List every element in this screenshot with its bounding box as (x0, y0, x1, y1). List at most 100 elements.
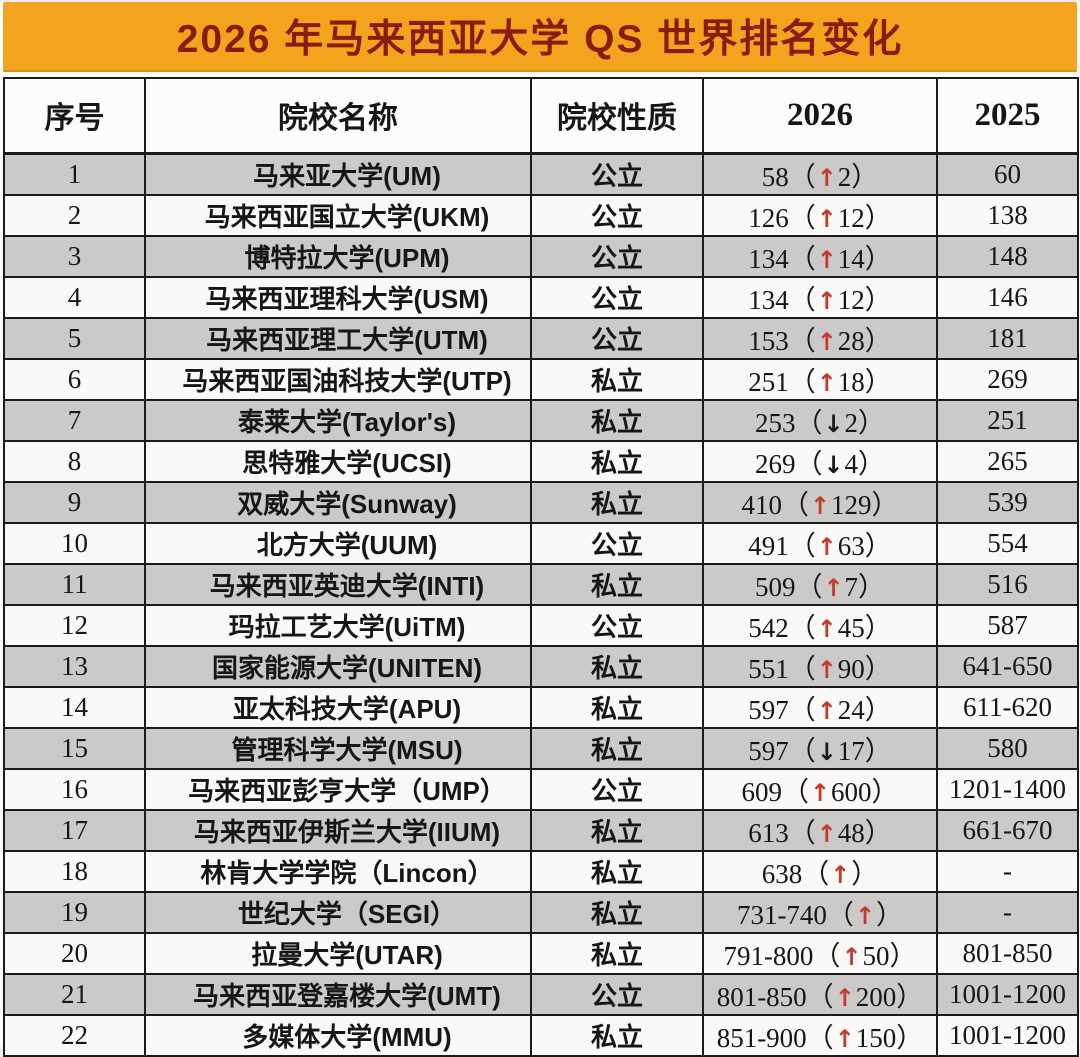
institution-type-cell: 公立 (530, 152, 704, 196)
rank-2026-cell: 731-740（↑） (702, 890, 938, 934)
university-name-cell: 马来亚大学(UM) (144, 152, 532, 196)
row-number-cell: 14 (3, 685, 146, 729)
rank-2025-cell: 1001-1200 (936, 972, 1079, 1016)
table-row: 4 马来西亚理科大学(USM) 公立 134（↑12） 146 (3, 275, 1079, 319)
title-bar: 2026 年马来西亚大学 QS 世界排名变化 (3, 2, 1077, 72)
table-body: 1 马来亚大学(UM) 公立 58（↑2） 60 2 马来西亚国立大学(UKM) 公立 126（… (3, 152, 1079, 1057)
rank-2025-cell: 661-670 (936, 808, 1079, 852)
table-row: 18 林肯大学学院（Lincon） 私立 638（↑） - (3, 849, 1079, 893)
rank-2026-cell: 542（↑45） (702, 603, 938, 647)
table-row: 17 马来西亚伊斯兰大学(IIUM) 私立 613（↑48） 661-670 (3, 808, 1079, 852)
rank-2026-cell: 597（↓17） (702, 726, 938, 770)
university-name-cell: 马来西亚理工大学(UTM) (144, 316, 532, 360)
table-row: 10 北方大学(UUM) 公立 491（↑63） 554 (3, 521, 1079, 565)
university-name-cell: 泰莱大学(Taylor's) (144, 398, 532, 442)
rank-2026-cell: 126（↑12） (702, 193, 938, 237)
row-number-cell: 17 (3, 808, 146, 852)
row-number-cell: 21 (3, 972, 146, 1016)
up-arrow-icon: ↑ (841, 942, 862, 971)
table-row: 1 马来亚大学(UM) 公立 58（↑2） 60 (3, 152, 1079, 196)
rank-2026-cell: 410（↑129） (702, 480, 938, 524)
row-number-cell: 1 (3, 152, 146, 196)
rank-2025-cell: 138 (936, 193, 1079, 237)
header-2026: 2026 (702, 77, 938, 155)
row-number-cell: 9 (3, 480, 146, 524)
header-2025: 2025 (936, 77, 1079, 155)
up-arrow-icon: ↑ (816, 819, 837, 848)
institution-type-cell: 私立 (530, 726, 704, 770)
rank-2026-cell: 253（↓2） (702, 398, 938, 442)
rank-2025-cell: 251 (936, 398, 1079, 442)
row-number-cell: 13 (3, 644, 146, 688)
institution-type-cell: 私立 (530, 644, 704, 688)
rank-2025-cell: 60 (936, 152, 1079, 196)
university-name-cell: 管理科学大学(MSU) (144, 726, 532, 770)
rank-2026-cell: 251（↑18） (702, 357, 938, 401)
institution-type-cell: 私立 (530, 357, 704, 401)
rank-2025-cell: 554 (936, 521, 1079, 565)
rank-2026-cell: 638（↑） (702, 849, 938, 893)
table-row: 8 思特雅大学(UCSI) 私立 269（↓4） 265 (3, 439, 1079, 483)
rank-2025-cell: 587 (936, 603, 1079, 647)
up-arrow-icon: ↑ (816, 696, 837, 725)
rank-2026-cell: 851-900（↑150） (702, 1013, 938, 1057)
university-name-cell: 马来西亚理科大学(USM) (144, 275, 532, 319)
institution-type-cell: 私立 (530, 1013, 704, 1057)
rank-2025-cell: - (936, 890, 1079, 934)
up-arrow-icon: ↑ (854, 901, 876, 930)
university-name-cell: 拉曼大学(UTAR) (144, 931, 532, 975)
table-row: 6 马来西亚国油科技大学(UTP) 私立 251（↑18） 269 (3, 357, 1079, 401)
institution-type-cell: 公立 (530, 972, 704, 1016)
row-number-cell: 2 (3, 193, 146, 237)
table-row: 11 马来西亚英迪大学(INTI) 私立 509（↑7） 516 (3, 562, 1079, 606)
table-row: 14 亚太科技大学(APU) 私立 597（↑24） 611-620 (3, 685, 1079, 729)
header-no: 序号 (3, 77, 146, 155)
institution-type-cell: 私立 (530, 439, 704, 483)
university-name-cell: 北方大学(UUM) (144, 521, 532, 565)
up-arrow-icon: ↑ (816, 204, 837, 233)
institution-type-cell: 私立 (530, 685, 704, 729)
institution-type-cell: 公立 (530, 275, 704, 319)
header-row: 序号 院校名称 院校性质 2026 2025 (3, 77, 1079, 155)
table-row: 9 双威大学(Sunway) 私立 410（↑129） 539 (3, 480, 1079, 524)
rank-2026-cell: 134（↑14） (702, 234, 938, 278)
rank-2026-cell: 597（↑24） (702, 685, 938, 729)
university-name-cell: 国家能源大学(UNITEN) (144, 644, 532, 688)
down-arrow-icon: ↓ (816, 737, 837, 766)
row-number-cell: 20 (3, 931, 146, 975)
table-row: 2 马来西亚国立大学(UKM) 公立 126（↑12） 138 (3, 193, 1079, 237)
university-name-cell: 博特拉大学(UPM) (144, 234, 532, 278)
university-name-cell: 双威大学(Sunway) (144, 480, 532, 524)
table-row: 3 博特拉大学(UPM) 公立 134（↑14） 148 (3, 234, 1079, 278)
up-arrow-icon: ↑ (823, 573, 844, 602)
rank-2026-cell: 134（↑12） (702, 275, 938, 319)
header-name: 院校名称 (144, 77, 532, 155)
row-number-cell: 8 (3, 439, 146, 483)
rank-2026-cell: 509（↑7） (702, 562, 938, 606)
institution-type-cell: 公立 (530, 603, 704, 647)
row-number-cell: 22 (3, 1013, 146, 1057)
university-name-cell: 思特雅大学(UCSI) (144, 439, 532, 483)
table-header: 序号 院校名称 院校性质 2026 2025 (3, 77, 1079, 155)
rank-2025-cell: 181 (936, 316, 1079, 360)
institution-type-cell: 私立 (530, 890, 704, 934)
institution-type-cell: 私立 (530, 849, 704, 893)
university-name-cell: 马来西亚英迪大学(INTI) (144, 562, 532, 606)
table-row: 22 多媒体大学(MMU) 私立 851-900（↑150） 1001-1200 (3, 1013, 1079, 1057)
row-number-cell: 4 (3, 275, 146, 319)
rank-2025-cell: 1201-1400 (936, 767, 1079, 811)
row-number-cell: 6 (3, 357, 146, 401)
row-number-cell: 3 (3, 234, 146, 278)
university-name-cell: 玛拉工艺大学(UiTM) (144, 603, 532, 647)
rank-2026-cell: 609（↑600） (702, 767, 938, 811)
up-arrow-icon: ↑ (816, 245, 837, 274)
row-number-cell: 10 (3, 521, 146, 565)
ranking-table: 序号 院校名称 院校性质 2026 2025 1 马来亚大学(UM) 公立 58（↑2… (3, 77, 1079, 1057)
up-arrow-icon: ↑ (816, 286, 837, 315)
institution-type-cell: 公立 (530, 234, 704, 278)
institution-type-cell: 私立 (530, 398, 704, 442)
institution-type-cell: 公立 (530, 767, 704, 811)
row-number-cell: 16 (3, 767, 146, 811)
rank-2025-cell: 539 (936, 480, 1079, 524)
